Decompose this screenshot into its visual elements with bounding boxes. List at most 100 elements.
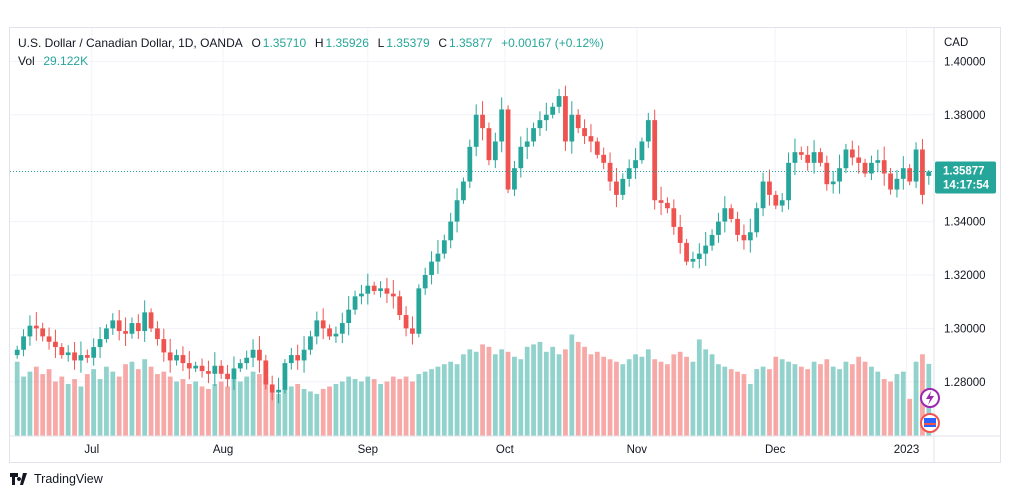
candle-body (129, 323, 135, 334)
candle-body (33, 325, 39, 329)
volume-bar (72, 379, 77, 436)
volume-bar (180, 379, 186, 436)
volume-bar (250, 371, 256, 436)
volume-bar (492, 354, 498, 436)
tradingview-logo[interactable]: TradingView (10, 472, 103, 486)
volume-bar (186, 384, 192, 436)
volume-bar (716, 364, 721, 436)
candle-body (314, 320, 320, 337)
volume-bar (441, 364, 447, 436)
high-label: H (314, 36, 324, 50)
volume-bar (798, 366, 804, 436)
volume-bar (550, 346, 556, 436)
candle-body (142, 312, 148, 332)
candle-body (633, 160, 638, 169)
candle-body (225, 373, 230, 380)
volume-bar (792, 364, 798, 436)
volume-bar (454, 364, 460, 436)
candle-body (231, 368, 237, 380)
volume-bar (91, 369, 97, 436)
volume-bar (543, 351, 549, 436)
candle-body (582, 128, 587, 137)
candle-body (862, 162, 868, 174)
x-tick-label: Dec (765, 444, 786, 456)
candle-body (531, 128, 536, 142)
candle-body (180, 355, 186, 364)
candle-body (569, 114, 575, 142)
open-value: 1.35710 (262, 36, 307, 50)
candle-body (282, 363, 288, 390)
candle-body (601, 154, 607, 163)
volume-bar (40, 374, 46, 436)
volume-bar (652, 359, 658, 436)
price-chart[interactable]: 1.40000 1.38000 1.34000 1.32000 1.30000 1.280… (0, 0, 1012, 470)
candle-body (499, 109, 505, 142)
volume-bar (161, 371, 167, 436)
volume-bar (308, 391, 313, 436)
volume-bar (735, 371, 740, 436)
volume-bar (97, 379, 103, 436)
candle-body (276, 389, 281, 393)
candle-body (123, 331, 128, 334)
volume-bar (907, 398, 913, 436)
candle-body (301, 349, 307, 361)
volume-bar (231, 379, 237, 436)
candle-body (410, 328, 415, 334)
volume-bar (741, 374, 747, 436)
candle-body (786, 162, 791, 201)
candle-body (193, 365, 199, 369)
candle-body (760, 181, 766, 209)
volume-bar (696, 339, 702, 436)
candle-body (53, 341, 58, 348)
candle-body (397, 296, 403, 316)
candle-body (849, 149, 855, 158)
candle-body (174, 355, 179, 361)
candle-body (830, 181, 836, 185)
volume-bar (830, 366, 836, 436)
volume-bar (601, 356, 607, 436)
volume-bar (288, 386, 294, 436)
countdown-value: 14:17:54 (943, 179, 990, 191)
volume-bar (467, 349, 473, 436)
candle-body (263, 360, 269, 385)
candle-body (167, 352, 173, 361)
volume-bar (123, 364, 128, 436)
candle-body (91, 347, 97, 358)
volume-bar (760, 366, 766, 436)
open-label: O (251, 36, 261, 50)
volume-bar (352, 379, 358, 436)
volume-bar (422, 371, 428, 436)
candle-body (295, 355, 301, 361)
candle-body (65, 352, 71, 356)
volume-bar (403, 376, 409, 436)
volume-bar (46, 369, 52, 436)
candle-body (716, 221, 721, 235)
volume-bar (237, 381, 243, 436)
candle-body (594, 141, 600, 155)
candle-body (97, 339, 103, 348)
candle-body (837, 168, 842, 182)
volume-bar (900, 371, 906, 436)
volume-bar (129, 361, 135, 436)
candle-body (805, 154, 811, 163)
candle-body (422, 274, 428, 289)
candle-body (186, 363, 192, 369)
volume-bar (524, 346, 530, 436)
candle-body (244, 357, 250, 364)
volume-bar (199, 386, 205, 436)
x-tick-label: 2023 (894, 444, 920, 456)
candle-body (148, 312, 154, 329)
dividend-event-icon[interactable] (920, 388, 940, 408)
economic-event-flag-icon[interactable] (920, 413, 940, 433)
volume-bar (575, 341, 581, 436)
candle-body (403, 315, 409, 329)
volume-bar (677, 351, 683, 436)
volume-bar (518, 359, 524, 436)
candle-body (588, 136, 594, 142)
volume-bar (709, 354, 715, 436)
candle-body (110, 320, 116, 329)
candle-body (888, 173, 893, 190)
candle-body (575, 114, 581, 129)
candle-body (537, 120, 543, 129)
volume-label: Vol (18, 54, 35, 68)
